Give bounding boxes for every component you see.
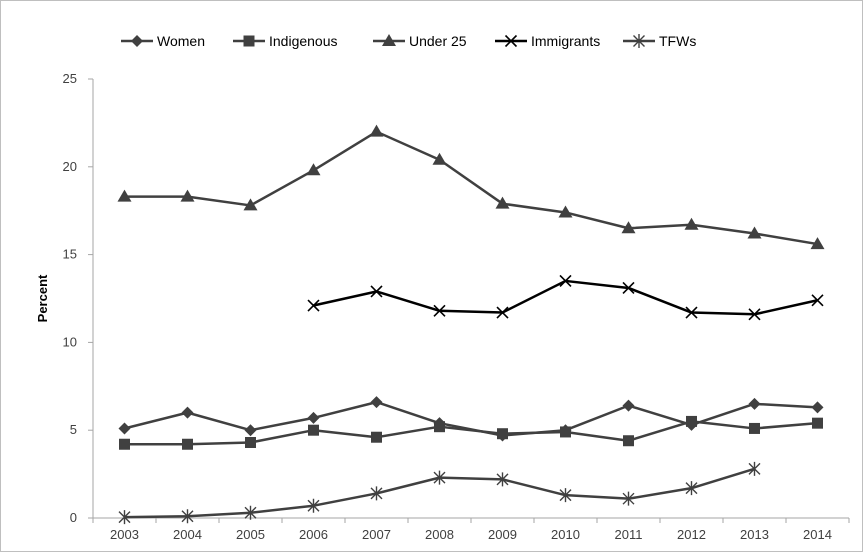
x-tick-label: 2009	[488, 527, 517, 542]
x-tick-label: 2012	[677, 527, 706, 542]
data-point-under-25	[558, 205, 573, 218]
y-tick-label: 25	[63, 71, 77, 86]
x-tick-label: 2003	[110, 527, 139, 542]
y-tick-label: 20	[63, 159, 77, 174]
data-point-under-25	[117, 189, 132, 202]
data-point-immigrants	[748, 308, 761, 321]
data-point-indigenous	[686, 415, 697, 427]
data-point-tfws	[181, 509, 194, 524]
x-tick-label: 2011	[615, 527, 643, 542]
data-point-indigenous	[182, 438, 193, 450]
data-point-tfws	[622, 491, 635, 506]
series-line-under-25	[124, 130, 818, 246]
data-point-women	[748, 397, 761, 410]
legend-marker-indigenous	[243, 35, 255, 47]
series-line-immigrants	[313, 279, 818, 316]
data-point-immigrants	[433, 304, 446, 317]
data-point-indigenous	[434, 421, 445, 433]
data-point-women	[622, 399, 635, 412]
data-point-tfws	[748, 461, 761, 476]
data-point-indigenous	[623, 435, 634, 447]
legend-label-under-25: Under 25	[409, 33, 467, 49]
data-point-under-25	[621, 221, 636, 234]
data-point-women	[307, 411, 320, 424]
data-point-indigenous	[371, 431, 382, 443]
legend-marker-women	[131, 35, 143, 47]
x-tick-label: 2010	[551, 527, 580, 542]
data-point-immigrants	[622, 281, 635, 295]
data-point-indigenous	[245, 436, 256, 448]
legend-marker-immigrants	[504, 34, 518, 48]
x-tick-label: 2004	[173, 527, 202, 542]
data-point-under-25	[306, 163, 321, 176]
data-point-under-25	[369, 124, 384, 137]
x-tick-label: 2014	[803, 527, 832, 542]
legend-marker-tfws	[633, 34, 645, 48]
data-point-under-25	[180, 189, 195, 202]
data-point-immigrants	[685, 306, 698, 319]
data-point-under-25	[495, 196, 510, 209]
data-point-tfws	[559, 488, 572, 503]
legend-marker-under-25	[382, 34, 396, 46]
data-point-tfws	[685, 481, 698, 496]
data-point-indigenous	[119, 438, 130, 450]
x-tick-label: 2007	[362, 527, 391, 542]
y-tick-label: 0	[70, 510, 77, 525]
data-point-indigenous	[560, 426, 571, 438]
data-point-immigrants	[307, 299, 320, 312]
data-point-under-25	[747, 226, 762, 239]
data-point-women	[370, 396, 383, 409]
data-point-indigenous	[497, 428, 508, 440]
data-point-women	[811, 401, 824, 414]
data-point-immigrants	[496, 306, 509, 319]
data-point-indigenous	[812, 417, 823, 429]
data-point-tfws	[118, 510, 131, 525]
data-point-women	[181, 406, 194, 419]
data-point-under-25	[684, 217, 699, 230]
legend-label-immigrants: Immigrants	[531, 33, 600, 49]
data-point-under-25	[243, 198, 258, 211]
x-tick-label: 2005	[236, 527, 265, 542]
x-tick-label: 2008	[425, 527, 454, 542]
data-point-tfws	[244, 505, 257, 520]
legend-label-indigenous: Indigenous	[269, 33, 338, 49]
data-point-indigenous	[749, 422, 760, 434]
data-point-tfws	[433, 470, 446, 485]
series-line-indigenous	[124, 420, 818, 446]
data-point-indigenous	[308, 424, 319, 436]
y-tick-label: 10	[63, 334, 77, 349]
data-point-women	[244, 424, 257, 437]
legend-label-women: Women	[157, 33, 205, 49]
x-tick-label: 2006	[299, 527, 328, 542]
y-tick-label: 15	[63, 247, 77, 262]
data-point-immigrants	[559, 274, 572, 288]
data-point-women	[118, 422, 131, 435]
data-point-immigrants	[370, 285, 383, 298]
x-tick-label: 2013	[740, 527, 769, 542]
y-tick-label: 5	[70, 422, 77, 437]
data-point-tfws	[496, 472, 509, 487]
data-point-tfws	[307, 498, 320, 513]
legend-label-tfws: TFWs	[659, 33, 696, 49]
data-point-immigrants	[811, 294, 824, 307]
y-axis-label: Percent	[35, 274, 50, 322]
data-point-under-25	[432, 152, 447, 165]
data-point-tfws	[370, 486, 383, 501]
data-point-under-25	[810, 237, 825, 250]
